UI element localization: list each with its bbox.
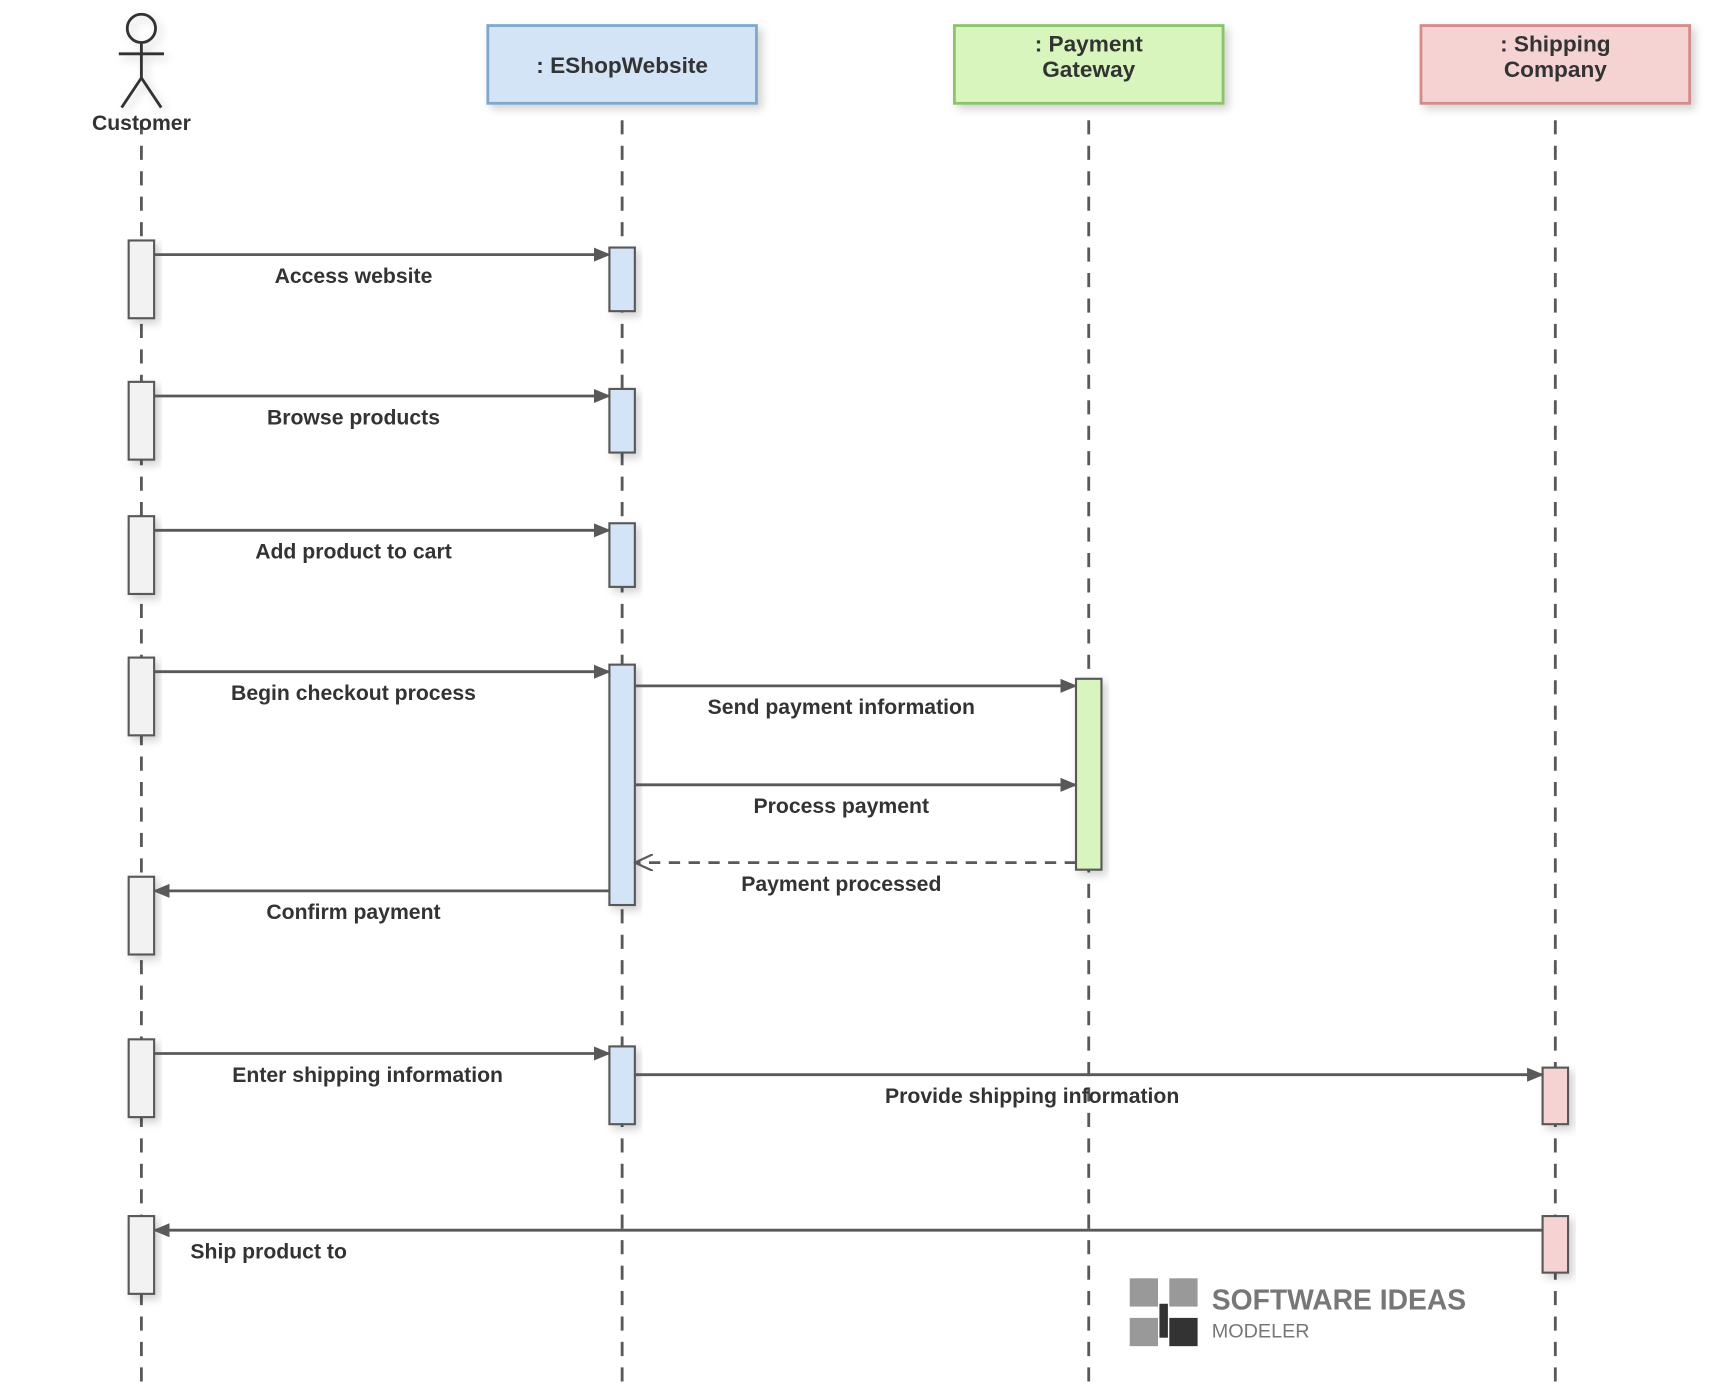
svg-text:Access website: Access website (275, 265, 433, 288)
activation-shipping (1543, 1068, 1568, 1125)
svg-text:Enter shipping information: Enter shipping information (232, 1064, 503, 1087)
activation-customer (129, 382, 154, 460)
activation-payment (1076, 679, 1101, 870)
activation-eshop (609, 248, 634, 312)
svg-text:Process payment: Process payment (754, 795, 929, 818)
svg-text:Confirm payment: Confirm payment (266, 901, 440, 924)
svg-text:Gateway: Gateway (1042, 57, 1135, 82)
svg-text:Browse products: Browse products (267, 406, 440, 429)
watermark-logo: SOFTWARE IDEAS MODELER (1130, 1278, 1466, 1346)
svg-text:Customer: Customer (92, 112, 191, 135)
activation-eshop (609, 389, 634, 453)
activation-eshop (609, 665, 634, 905)
svg-text:SOFTWARE IDEAS: SOFTWARE IDEAS (1212, 1283, 1466, 1315)
activation-eshop (609, 1046, 634, 1124)
activation-shipping (1543, 1216, 1568, 1273)
sequence-diagram: Customer : EShopWebsite : PaymentGateway : … (0, 0, 1725, 1400)
activation-customer (129, 240, 154, 318)
svg-text:Begin checkout process: Begin checkout process (231, 682, 476, 705)
activation-customer (129, 877, 154, 955)
svg-text:MODELER: MODELER (1212, 1321, 1310, 1343)
svg-text:: Payment: : Payment (1035, 32, 1144, 57)
activation-eshop (609, 523, 634, 587)
svg-text:Company: Company (1504, 57, 1607, 82)
actor-customer (119, 14, 164, 107)
svg-text:Ship product to: Ship product to (190, 1241, 347, 1264)
svg-text:Payment processed: Payment processed (741, 873, 941, 896)
activation-customer (129, 1216, 154, 1294)
activation-customer (129, 1039, 154, 1117)
svg-text:Provide shipping information: Provide shipping information (885, 1085, 1179, 1108)
svg-text:Add product to cart: Add product to cart (255, 541, 452, 564)
activation-customer (129, 658, 154, 736)
activation-customer (129, 516, 154, 594)
svg-text:: Shipping: : Shipping (1500, 32, 1611, 57)
svg-text:Send payment information: Send payment information (708, 696, 975, 719)
svg-text:: EShopWebsite: : EShopWebsite (536, 53, 708, 78)
